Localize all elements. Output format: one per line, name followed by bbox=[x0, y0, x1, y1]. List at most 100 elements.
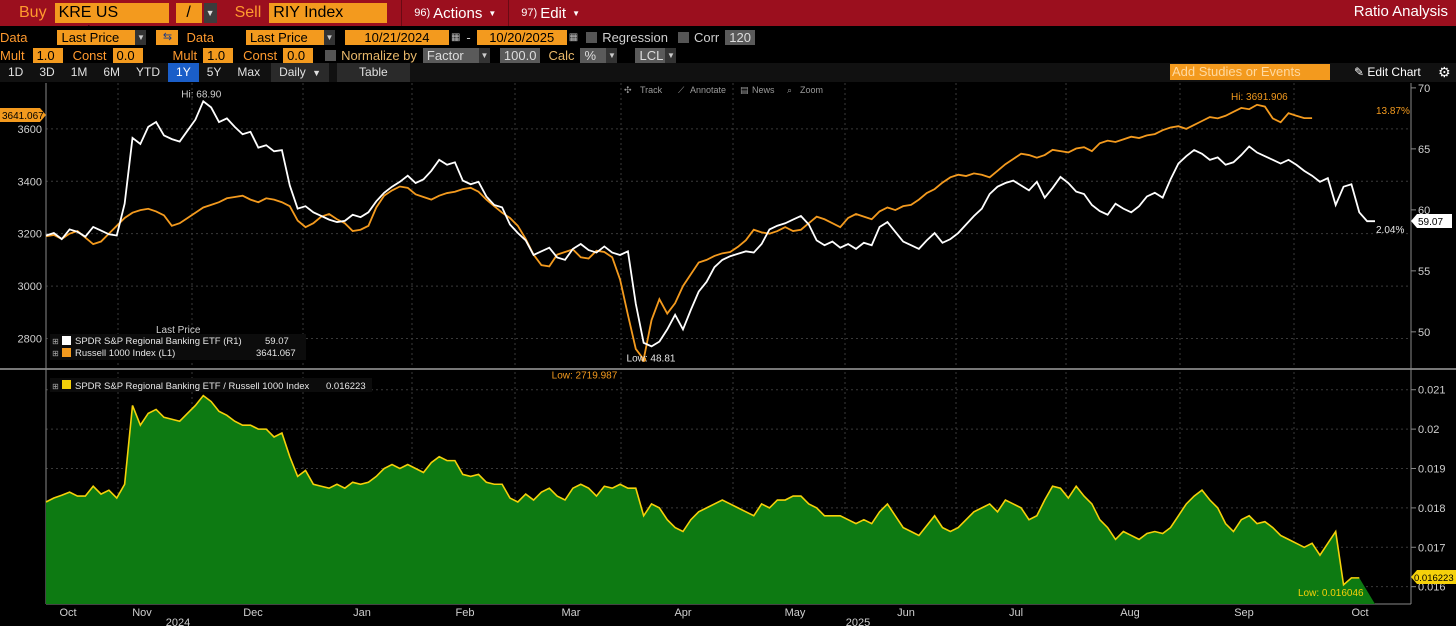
normalize-method-field[interactable]: Factor bbox=[422, 47, 479, 63]
calendar-icon[interactable]: ▦ bbox=[450, 31, 461, 43]
riy-legend-name: Russell 1000 Index (L1) bbox=[75, 348, 175, 359]
riy-low-marker bbox=[641, 356, 647, 362]
annotate-button[interactable]: Annotate bbox=[690, 85, 726, 95]
data-field-1[interactable]: Last Price bbox=[57, 29, 136, 45]
month-label: Aug bbox=[1120, 607, 1140, 619]
normalize-label: Normalize by bbox=[341, 47, 417, 63]
kre-change-label: 2.04% bbox=[1376, 225, 1404, 236]
actions-menu[interactable]: 96) Actions ▼ bbox=[401, 0, 508, 26]
ratio-legend-value: 0.016223 bbox=[326, 381, 366, 392]
tab-1d[interactable]: 1D bbox=[8, 65, 24, 79]
right-axis-tick: 60 bbox=[1418, 205, 1430, 217]
regression-label: Regression bbox=[602, 29, 668, 45]
year-label: 2024 bbox=[166, 617, 190, 626]
track-button[interactable]: Track bbox=[640, 85, 663, 95]
legend-expand-icon[interactable]: ⊞ bbox=[52, 337, 59, 346]
riy-change-label: 13.87% bbox=[1376, 106, 1410, 117]
news-icon: ▤ bbox=[740, 85, 749, 95]
normalize-factor-field[interactable]: 100.0 bbox=[499, 47, 541, 63]
edit-menu[interactable]: 97) Edit ▼ bbox=[508, 0, 592, 26]
kre-low-label: Low: 48.81 bbox=[627, 353, 676, 364]
gear-icon[interactable]: ⚙ bbox=[1438, 64, 1451, 80]
tab-ytd[interactable]: YTD bbox=[136, 65, 161, 79]
corr-window-field[interactable]: 120 bbox=[725, 29, 755, 45]
right-last-price-tag-ratio: 0.016223 bbox=[1411, 570, 1456, 584]
month-label: Sep bbox=[1234, 607, 1254, 619]
russell-1000-series bbox=[45, 103, 1313, 362]
const-field-1[interactable]: 0.0 bbox=[112, 47, 143, 63]
riy-line bbox=[45, 103, 1313, 362]
regression-checkbox[interactable] bbox=[586, 31, 598, 43]
sell-security-field[interactable]: RIY Index bbox=[269, 3, 388, 23]
tab-max[interactable]: Max bbox=[237, 65, 261, 79]
tab-6m[interactable]: 6M bbox=[103, 65, 121, 79]
kre-legend-value: 59.07 bbox=[265, 336, 289, 347]
data-dropdown-1[interactable]: ▼ bbox=[135, 29, 147, 45]
news-button[interactable]: News bbox=[752, 85, 775, 95]
right-last-price-tag-kre: 59.07 bbox=[1411, 214, 1452, 228]
month-label: Apr bbox=[674, 607, 691, 619]
ratio-legend: ⊞ SPDR S&P Regional Banking ETF / Russel… bbox=[50, 378, 372, 392]
normalize-dropdown[interactable]: ▼ bbox=[478, 47, 490, 63]
start-date-field[interactable]: 10/21/2024 bbox=[344, 29, 449, 45]
edit-chart-button[interactable]: ✎ Edit Chart bbox=[1354, 63, 1421, 82]
table-button[interactable]: Table bbox=[337, 63, 410, 82]
operator-field[interactable]: / bbox=[175, 3, 202, 23]
calendar-icon[interactable]: ▦ bbox=[568, 31, 579, 43]
time-range-tabs: 1D 3D 1M 6M YTD 1Y 5Y Max Daily ▼ Table … bbox=[0, 63, 1456, 82]
month-label: Oct bbox=[1351, 607, 1368, 619]
legend-header: Last Price bbox=[156, 325, 201, 336]
swap-icon[interactable]: ⇆ bbox=[156, 29, 179, 45]
mult-field-2[interactable]: 1.0 bbox=[203, 47, 234, 63]
month-label: Feb bbox=[456, 607, 475, 619]
add-studies-input[interactable]: Add Studies or Events bbox=[1170, 64, 1330, 80]
scale-dropdown[interactable]: ▼ bbox=[665, 47, 677, 63]
scale-field[interactable]: LCL bbox=[635, 47, 666, 63]
frequency-dropdown[interactable]: Daily ▼ bbox=[271, 63, 330, 82]
data-field-2[interactable]: Last Price bbox=[245, 29, 324, 45]
chevron-down-icon: ▼ bbox=[312, 68, 322, 78]
data-dropdown-2[interactable]: ▼ bbox=[323, 29, 335, 45]
data-settings-row: Data Last Price ▼ ⇆ Data Last Price ▼ 10… bbox=[0, 28, 1456, 46]
ratio-legend-swatch bbox=[62, 380, 71, 389]
left-last-price-value: 3641.067 bbox=[2, 111, 44, 122]
ratio-axis-tick: 0.019 bbox=[1418, 464, 1446, 476]
x-axis-labels: Oct Nov Dec Jan Feb Mar Apr May Jun Jul Aug Sep Oct 2… bbox=[59, 607, 1368, 626]
kre-legend-swatch bbox=[62, 336, 71, 345]
kre-high-label: Hi: 68.90 bbox=[181, 89, 221, 100]
corr-label: Corr bbox=[693, 29, 720, 45]
zoom-button[interactable]: Zoom bbox=[800, 85, 823, 95]
buy-label: Buy bbox=[19, 4, 47, 21]
chevron-down-icon: ▼ bbox=[572, 8, 580, 18]
end-date-field[interactable]: 10/20/2025 bbox=[476, 29, 567, 45]
legend-expand-icon[interactable]: ⊞ bbox=[52, 349, 59, 358]
tab-3d[interactable]: 3D bbox=[39, 65, 55, 79]
ratio-area-fill bbox=[46, 395, 1375, 604]
calc-field[interactable]: % bbox=[580, 47, 607, 63]
const-label-2: Const bbox=[243, 47, 278, 63]
right-axis-tick: 70 bbox=[1418, 83, 1430, 95]
const-field-2[interactable]: 0.0 bbox=[283, 47, 314, 63]
frequency-label: Daily bbox=[279, 65, 306, 79]
data-label-1: Data bbox=[0, 29, 28, 45]
ratio-line bbox=[45, 394, 1360, 587]
normalize-checkbox[interactable] bbox=[325, 49, 337, 61]
operator-dropdown[interactable]: ▼ bbox=[203, 3, 217, 23]
tab-1y[interactable]: 1Y bbox=[168, 63, 199, 82]
ratio-axis-tick: 0.017 bbox=[1418, 542, 1446, 554]
calc-dropdown[interactable]: ▼ bbox=[606, 47, 618, 63]
zoom-icon: ⌕ bbox=[787, 85, 792, 95]
legend-expand-icon[interactable]: ⊞ bbox=[52, 382, 59, 391]
mult-field-1[interactable]: 1.0 bbox=[32, 47, 63, 63]
edit-menu-label: Edit bbox=[540, 4, 567, 22]
kre-line bbox=[45, 99, 1375, 348]
month-label: Jan bbox=[353, 607, 371, 619]
buy-security-field[interactable]: KRE US Equity bbox=[54, 3, 169, 41]
tab-1m[interactable]: 1M bbox=[70, 65, 88, 79]
left-axis-tick: 3400 bbox=[18, 176, 42, 188]
tab-5y[interactable]: 5Y bbox=[206, 65, 222, 79]
corr-checkbox[interactable] bbox=[677, 31, 689, 43]
page-title: Ratio Analysis bbox=[1353, 3, 1448, 20]
kre-series bbox=[45, 99, 1375, 348]
